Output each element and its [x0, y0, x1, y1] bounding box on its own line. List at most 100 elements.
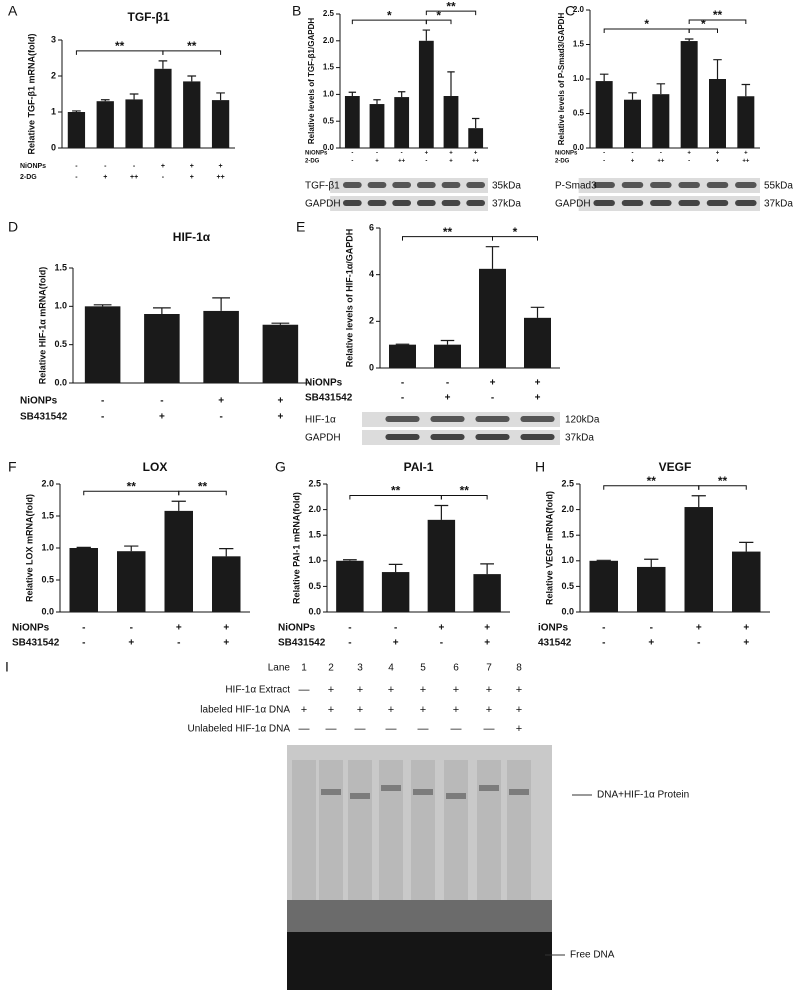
panel-letter: B [292, 3, 301, 19]
significance-label: ** [198, 479, 208, 493]
y-tick-label: 0.0 [41, 606, 54, 616]
gel-shift-band [350, 793, 370, 799]
blot-band [520, 416, 555, 422]
condition-name: SB431542 [12, 638, 60, 649]
condition-value: + [159, 412, 165, 423]
error-bar [388, 563, 403, 573]
condition-value: - [75, 174, 78, 181]
condition-value: + [190, 174, 194, 181]
gel-row-value: + [357, 684, 363, 696]
bar [381, 572, 410, 612]
panel-letter: D [8, 219, 18, 235]
condition-name: SB431542 [305, 393, 353, 404]
gel-shift-band [381, 785, 401, 791]
condition-value: + [218, 396, 224, 407]
panel-letter: H [535, 459, 545, 475]
bar [479, 268, 506, 368]
y-tick-label: 2.0 [573, 5, 585, 14]
blot-label: TGF-β1 [305, 181, 340, 192]
condition-value: - [348, 623, 351, 634]
gel-row-value: + [516, 723, 522, 735]
condition-value: + [219, 163, 223, 170]
significance-label: * [644, 17, 649, 31]
error-bar [691, 495, 706, 508]
condition-name: SB431542 [278, 638, 326, 649]
error-bar [271, 322, 290, 325]
lane-number: 3 [357, 663, 363, 674]
gel-row-value: — [451, 723, 462, 735]
condition-value: + [393, 638, 399, 649]
bar [69, 548, 98, 612]
y-tick-label: 6 [369, 222, 374, 232]
y-tick-label: 0.5 [308, 581, 321, 591]
condition-value: + [277, 396, 283, 407]
condition-value: + [445, 393, 451, 404]
condition-value: + [474, 151, 478, 157]
blot-band [430, 434, 465, 440]
condition-value: - [351, 151, 353, 157]
blot-band [678, 200, 700, 206]
blot-band [735, 182, 757, 188]
bar [624, 99, 641, 148]
y-tick-label: 1.0 [323, 90, 335, 99]
panel-letter: C [565, 3, 575, 19]
y-tick-label: 2.0 [561, 504, 574, 514]
error-bar [93, 304, 112, 307]
lane-number: 5 [420, 663, 426, 674]
blot-size: 37kDa [565, 433, 594, 444]
y-tick-label: 2.0 [308, 504, 321, 514]
condition-value: - [401, 378, 404, 389]
lane-number: 8 [516, 663, 522, 674]
gel-row-value: — [386, 723, 397, 735]
bar [524, 317, 551, 368]
blot-band [367, 182, 387, 188]
condition-value: - [82, 623, 85, 634]
significance-bracket [698, 485, 747, 490]
bar [394, 97, 410, 148]
gel-row-value: + [486, 684, 492, 696]
condition-value: + [223, 638, 229, 649]
blot-band [385, 416, 420, 422]
condition-value: - [603, 151, 605, 157]
y-tick-label: 3 [51, 34, 56, 44]
significance-label: * [436, 8, 441, 22]
significance-bracket [492, 236, 538, 241]
blot-band [706, 200, 729, 206]
gel-lane [319, 760, 343, 900]
condition-value: - [401, 393, 404, 404]
chart-title: PAI-1 [404, 460, 434, 474]
gel-row-value: + [420, 684, 426, 696]
error-bar [72, 110, 81, 112]
y-tick-label: 0.0 [561, 606, 574, 616]
condition-value: + [744, 151, 748, 157]
significance-label: ** [187, 39, 197, 53]
condition-name: NiONPs [20, 163, 46, 170]
chart-title: TGF-β1 [128, 10, 170, 24]
error-bar [397, 91, 406, 98]
condition-value: - [177, 638, 180, 649]
condition-value: - [425, 159, 427, 165]
bar [211, 100, 230, 148]
condition-value: + [743, 623, 749, 634]
annotation: Free DNA [570, 950, 615, 961]
y-tick-label: 0.5 [41, 574, 54, 584]
bar [473, 574, 501, 612]
condition-value: + [743, 638, 749, 649]
error-bar [152, 307, 171, 314]
condition-value: + [161, 163, 165, 170]
significance-label: ** [718, 474, 728, 488]
bar [637, 566, 666, 612]
condition-value: + [449, 151, 453, 157]
blot-label: P-Smad3 [555, 181, 597, 192]
blot-band [650, 200, 672, 206]
y-tick-label: 0.5 [561, 581, 574, 591]
y-tick-label: 1.0 [54, 301, 67, 311]
lane-number: 6 [453, 663, 459, 674]
blot-band [475, 434, 510, 440]
condition-value: + [716, 151, 720, 157]
significance-label: * [701, 17, 706, 31]
condition-value: - [162, 174, 165, 181]
gel-row-value: + [486, 704, 492, 716]
condition-value: - [104, 163, 107, 170]
gel-row-value: — [326, 723, 337, 735]
